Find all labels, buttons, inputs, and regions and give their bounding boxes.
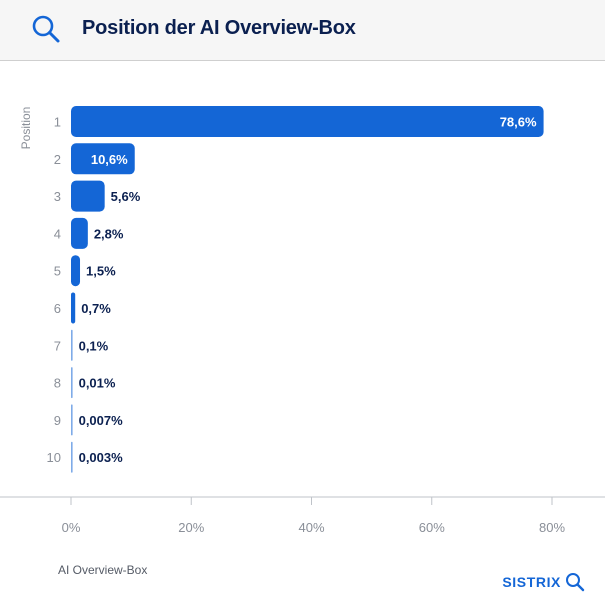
data-label: 0,01% bbox=[79, 376, 116, 391]
data-label: 1,5% bbox=[86, 264, 116, 279]
data-label: 0,1% bbox=[79, 338, 109, 353]
y-tick-label: 1 bbox=[54, 115, 61, 130]
data-label: 0,7% bbox=[81, 301, 111, 316]
y-tick-label: 7 bbox=[54, 338, 61, 353]
bar bbox=[71, 217, 88, 249]
y-tick-label: 6 bbox=[54, 301, 61, 316]
bar bbox=[71, 180, 105, 212]
bar bbox=[71, 292, 76, 324]
chart-title: Position der AI Overview-Box bbox=[82, 17, 356, 39]
x-tick-label: 80% bbox=[539, 520, 565, 535]
data-label: 0,003% bbox=[79, 450, 124, 465]
data-label: 5,6% bbox=[111, 189, 141, 204]
series-label: AI Overview-Box bbox=[58, 563, 148, 577]
y-axis-title: Position bbox=[19, 107, 33, 150]
search-icon bbox=[32, 15, 60, 43]
y-tick-label: 8 bbox=[54, 376, 61, 391]
brand-name: SISTRIX bbox=[502, 574, 561, 590]
bar bbox=[71, 404, 73, 436]
y-tick-label: 9 bbox=[54, 413, 61, 428]
y-tick-label: 10 bbox=[47, 450, 61, 465]
data-label: 78,6% bbox=[500, 115, 537, 130]
bar bbox=[71, 329, 73, 361]
x-tick-label: 20% bbox=[178, 520, 204, 535]
bar bbox=[71, 106, 544, 137]
x-tick-label: 40% bbox=[298, 520, 324, 535]
y-tick-label: 4 bbox=[54, 226, 61, 241]
data-label: 2,8% bbox=[94, 226, 124, 241]
x-tick-label: 0% bbox=[62, 520, 81, 535]
y-tick-label: 3 bbox=[54, 189, 61, 204]
bar bbox=[71, 255, 81, 287]
x-tick-label: 60% bbox=[419, 520, 445, 535]
bar bbox=[71, 367, 73, 399]
search-icon bbox=[566, 573, 585, 592]
y-tick-label: 2 bbox=[54, 152, 61, 167]
data-label: 10,6% bbox=[91, 152, 128, 167]
chart-header: Position der AI Overview-Box bbox=[0, 0, 605, 61]
data-label: 0,007% bbox=[79, 413, 124, 428]
bar bbox=[71, 441, 73, 473]
y-tick-label: 5 bbox=[54, 264, 61, 279]
bar bbox=[71, 143, 135, 175]
